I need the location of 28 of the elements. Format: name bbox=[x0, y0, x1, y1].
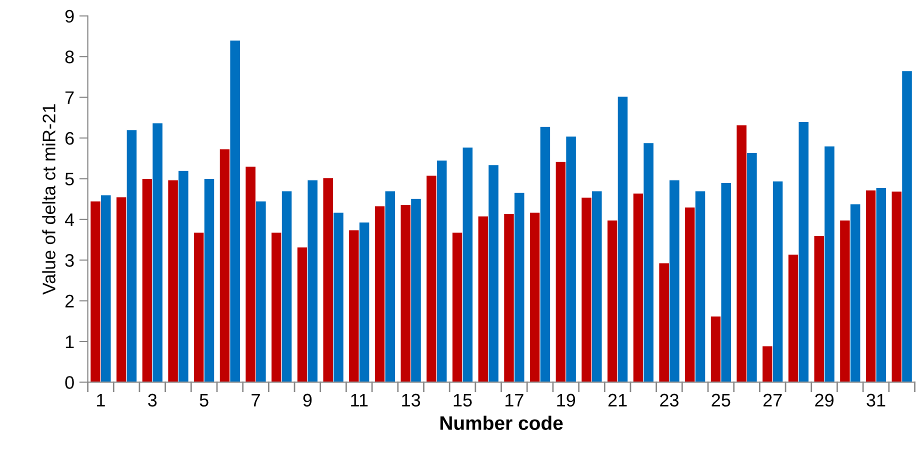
x-tick-label: 15 bbox=[454, 394, 472, 407]
y-tick-label: 4 bbox=[64, 214, 74, 226]
y-axis-title: Value of delta ct miR-21 bbox=[42, 104, 56, 295]
x-tick-label: 25 bbox=[712, 394, 730, 407]
y-tick-label: 1 bbox=[66, 336, 74, 348]
x-tick-label: 5 bbox=[200, 394, 208, 407]
x-tick-label: 23 bbox=[660, 394, 678, 407]
x-tick-label: 7 bbox=[252, 394, 260, 406]
y-tick-label: 7 bbox=[65, 91, 74, 104]
y-tick-label: 5 bbox=[65, 172, 74, 186]
x-axis-title: Number code bbox=[440, 416, 563, 430]
x-tick-label: 11 bbox=[351, 394, 368, 406]
x-tick-label: 29 bbox=[815, 394, 834, 407]
x-tick-label: 27 bbox=[763, 394, 782, 406]
x-tick-label: 1 bbox=[97, 394, 105, 406]
y-tick-label: 3 bbox=[65, 254, 74, 267]
x-tick-label: 31 bbox=[866, 394, 886, 407]
y-tick-label: 2 bbox=[65, 294, 74, 308]
y-tick-label: 8 bbox=[65, 50, 74, 64]
x-tick-label: 13 bbox=[402, 394, 420, 407]
x-tick-label: 9 bbox=[303, 394, 312, 407]
x-tick-label: 19 bbox=[557, 394, 576, 407]
y-tick-label: 6 bbox=[65, 132, 74, 145]
x-tick-label: 17 bbox=[506, 394, 524, 406]
x-tick-label: 3 bbox=[148, 394, 157, 407]
x-tick-label: 21 bbox=[608, 394, 627, 406]
y-tick-label: 0 bbox=[65, 376, 74, 389]
y-tick-label: 9 bbox=[65, 10, 74, 23]
